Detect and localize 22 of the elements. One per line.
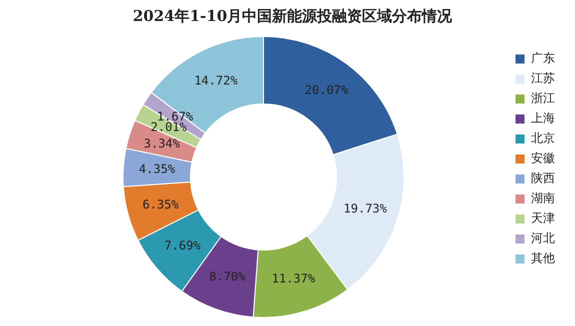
data-label: 19.73%	[344, 202, 388, 216]
legend-label: 其他	[531, 251, 555, 266]
legend-label: 广东	[531, 51, 555, 66]
legend-label: 陕西	[531, 171, 555, 186]
data-label: 3.34%	[144, 136, 181, 151]
data-label: 11.37%	[272, 272, 316, 286]
data-label: 14.72%	[194, 74, 238, 88]
legend-label: 江苏	[531, 71, 555, 86]
data-label: 4.35%	[138, 162, 176, 176]
legend-label: 上海	[531, 111, 555, 126]
legend-label: 安徽	[531, 151, 555, 166]
legend-label: 湖南	[531, 191, 555, 206]
data-label: 7.69%	[164, 238, 202, 253]
legend-label: 河北	[531, 231, 555, 246]
data-label: 20.07%	[304, 82, 349, 97]
data-label: 6.35%	[142, 197, 180, 212]
legend-label: 天津	[531, 211, 555, 226]
legend-label: 浙江	[531, 91, 555, 106]
legend-label: 北京	[531, 131, 555, 146]
data-label: 8.70%	[209, 270, 246, 284]
data-label: 1.67%	[156, 109, 194, 124]
chart-title: 2024年1-10月中国新能源投融资区域分布情况	[132, 6, 454, 25]
